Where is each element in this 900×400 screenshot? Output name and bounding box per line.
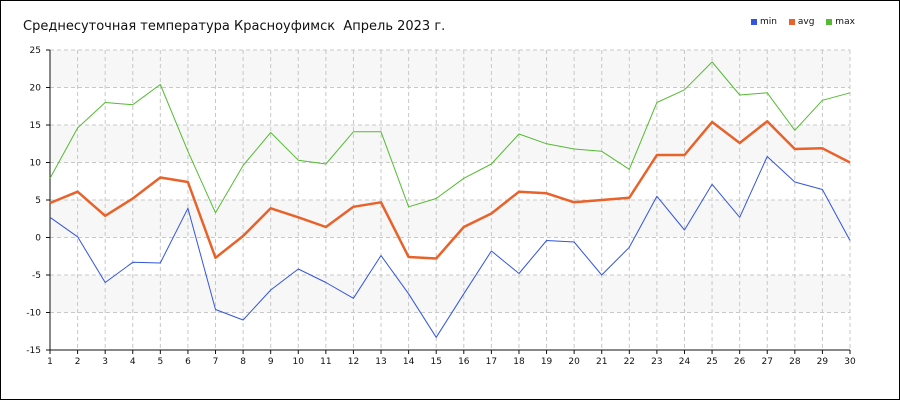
plot-band	[50, 125, 850, 163]
x-tick-label: 17	[486, 357, 497, 367]
x-tick-label: 27	[762, 357, 773, 367]
legend: min avg max	[751, 17, 864, 28]
y-tick-label: 0	[35, 234, 41, 244]
x-tick-label: 9	[268, 357, 274, 367]
x-tick-label: 7	[213, 357, 219, 367]
y-tick-label: -10	[26, 309, 41, 319]
series-line-avg	[49, 120, 851, 260]
x-tick-label: 11	[320, 357, 331, 367]
x-tick-label: 4	[130, 357, 136, 367]
plot-band	[50, 200, 850, 238]
x-tick-label: 25	[706, 357, 717, 367]
y-tick-label: 20	[30, 84, 42, 94]
legend-label-avg: avg	[797, 17, 815, 27]
plot-band	[50, 87, 850, 125]
y-tick-label: -5	[32, 271, 41, 281]
x-tick-label: 13	[375, 357, 386, 367]
y-tick-label: 10	[30, 159, 42, 169]
x-tick-label: 30	[844, 357, 856, 367]
legend-item-max: max	[826, 17, 855, 27]
plot-band	[50, 162, 850, 200]
plot-band	[50, 50, 850, 88]
x-tick-label: 12	[348, 357, 359, 367]
x-tick-label: 10	[293, 357, 305, 367]
x-tick-label: 3	[102, 357, 108, 367]
legend-swatch-max	[826, 19, 833, 25]
x-tick-label: 26	[734, 357, 746, 367]
x-tick-label: 14	[403, 357, 415, 367]
legend-swatch-min	[751, 19, 757, 25]
y-tick-label: 5	[35, 196, 41, 206]
plot-band	[50, 312, 850, 350]
x-tick-label: 24	[679, 357, 691, 367]
x-tick-label: 18	[513, 357, 525, 367]
legend-item-avg: avg	[788, 17, 815, 27]
plot-band	[50, 275, 850, 313]
x-tick-label: 16	[458, 357, 470, 367]
x-tick-label: 2	[75, 357, 81, 367]
series-line-min	[49, 156, 851, 338]
y-tick-label: -15	[26, 346, 41, 356]
legend-swatch-avg	[788, 19, 795, 25]
y-tick-label: 15	[30, 121, 41, 131]
x-tick-label: 23	[651, 357, 662, 367]
x-tick-label: 5	[157, 357, 163, 367]
x-tick-label: 19	[541, 357, 553, 367]
x-tick-label: 1	[47, 357, 53, 367]
legend-item-min: min	[751, 17, 777, 27]
x-tick-label: 29	[817, 357, 829, 367]
x-tick-label: 8	[240, 357, 246, 367]
x-tick-label: 20	[568, 357, 580, 367]
chart-title: Среднесуточная температура Красноуфимск …	[23, 19, 446, 34]
y-tick-label: 25	[30, 46, 41, 56]
x-tick-label: 28	[789, 357, 801, 367]
x-tick-label: 21	[596, 357, 607, 367]
series-line-max	[49, 61, 851, 214]
x-tick-label: 22	[624, 357, 635, 367]
x-tick-label: 15	[430, 357, 441, 367]
legend-label-min: min	[760, 17, 777, 27]
x-tick-label: 6	[185, 357, 191, 367]
legend-label-max: max	[835, 17, 855, 27]
